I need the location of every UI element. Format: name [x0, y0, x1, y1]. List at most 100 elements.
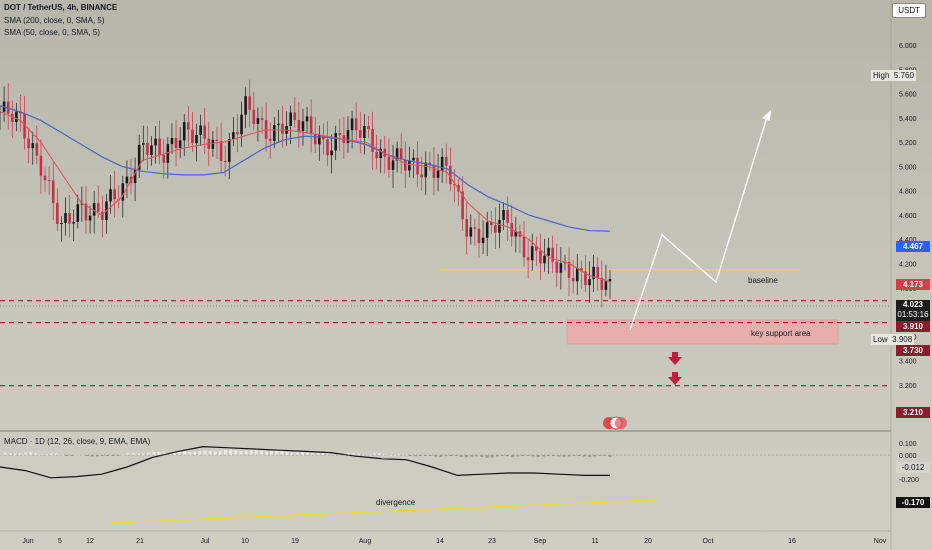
- candle-body: [330, 150, 333, 156]
- candle-body: [121, 183, 125, 201]
- candle-body: [363, 126, 366, 138]
- candle-body: [240, 114, 243, 135]
- candle-body: [191, 129, 194, 144]
- macd-histogram-bar: [183, 451, 187, 455]
- time-tick: 19: [291, 538, 299, 545]
- macd-histogram-bar: [193, 451, 197, 455]
- macd-histogram-bar: [85, 455, 89, 456]
- macd-histogram-bar: [280, 451, 284, 455]
- projection-path: [629, 113, 769, 331]
- candle-body: [588, 279, 591, 286]
- macd-histogram-bar: [29, 452, 33, 455]
- macd-histogram-bar: [557, 455, 561, 457]
- price-tick: 6.000: [899, 43, 917, 50]
- macd-histogram-bar: [157, 451, 161, 455]
- macd-histogram-bar: [577, 455, 581, 456]
- macd-histogram-bar: [65, 455, 69, 456]
- down-arrow-2: [668, 372, 682, 385]
- macd-histogram-bar: [521, 455, 525, 456]
- candle-body: [199, 125, 202, 135]
- price-tick: 5.600: [899, 92, 917, 99]
- candle-body: [60, 223, 63, 225]
- low-label: Low 3.908: [871, 334, 915, 345]
- candle-body: [412, 157, 415, 161]
- candle-body: [56, 202, 59, 224]
- candle-body: [272, 125, 276, 141]
- macd-histogram-bar: [316, 453, 320, 455]
- candle-body: [551, 247, 554, 262]
- candle-body: [10, 113, 14, 123]
- candle-body: [297, 119, 301, 131]
- macd-histogram-bar: [142, 453, 146, 455]
- candle-body: [502, 210, 505, 220]
- candle-body: [19, 111, 22, 114]
- macd-histogram-bar: [254, 449, 258, 455]
- candle-body: [461, 191, 464, 220]
- time-tick: Sep: [534, 538, 547, 545]
- macd-histogram-bar: [95, 455, 99, 457]
- candle-body: [522, 236, 526, 258]
- candle-body: [436, 170, 440, 178]
- candle-body: [530, 246, 534, 261]
- macd-histogram-bar: [367, 454, 371, 456]
- currency-button[interactable]: USDT: [892, 3, 926, 18]
- candle-body: [43, 175, 47, 181]
- macd-histogram-bar: [357, 453, 361, 455]
- candle-body: [227, 138, 231, 162]
- time-tick: 10: [241, 538, 249, 545]
- candle-body: [15, 111, 18, 123]
- last-price-tag: 4.023 01:53:16: [896, 300, 930, 321]
- macd-histogram-bar: [454, 455, 458, 456]
- macd-legend[interactable]: MACD · 1D (12, 26, close, 9, EMA, EMA): [4, 437, 151, 446]
- macd-histogram-bar: [259, 450, 263, 455]
- us-flag-icon: [603, 416, 627, 430]
- macd-histogram-bar: [572, 455, 576, 456]
- macd-histogram-bar: [408, 455, 412, 456]
- price-tick: 4.200: [899, 262, 917, 269]
- candle-body: [469, 227, 473, 237]
- candle-body: [395, 148, 399, 161]
- macd-histogram-bar: [567, 455, 571, 457]
- macd-histogram-bar: [526, 455, 530, 456]
- sma50-legend[interactable]: SMA (50, close, 0, SMA, 5): [4, 28, 101, 37]
- candle-body: [101, 211, 104, 220]
- candle-body: [408, 160, 411, 171]
- macd-histogram-bar: [3, 452, 7, 455]
- macd-histogram-bar: [131, 453, 135, 455]
- candle-body: [514, 231, 518, 237]
- macd-histogram-bar: [439, 455, 443, 457]
- macd-histogram-bar: [70, 455, 74, 456]
- candle-body: [178, 140, 182, 148]
- macd-histogram-bar: [265, 451, 269, 455]
- candle-body: [203, 125, 206, 139]
- candle-body: [428, 162, 432, 165]
- candle-body: [571, 278, 575, 282]
- candle-body: [170, 137, 174, 145]
- candle-body: [301, 121, 305, 131]
- candle-body: [326, 139, 329, 156]
- candle-body: [559, 263, 563, 273]
- candle-body: [215, 139, 219, 141]
- candle-body: [543, 255, 546, 264]
- macd-histogram-bar: [444, 455, 448, 457]
- macd-tick: -0.200: [899, 477, 919, 484]
- candle-body: [399, 148, 403, 160]
- macd-histogram-bar: [500, 455, 504, 456]
- candle-body: [383, 148, 387, 157]
- candle-body: [293, 112, 297, 120]
- macd-histogram-bar: [552, 455, 556, 456]
- candle-body: [358, 130, 362, 138]
- macd-histogram-bar: [562, 455, 566, 457]
- candle-body: [51, 180, 55, 203]
- candle-body: [309, 116, 313, 135]
- symbol-title[interactable]: DOT / TetherUS, 4h, BINANCE: [4, 3, 118, 12]
- candle-body: [604, 281, 608, 290]
- macd-histogram-bar: [24, 452, 28, 455]
- candle-body: [485, 222, 489, 238]
- candle-body: [150, 145, 153, 155]
- sma200-legend[interactable]: SMA (200, close, 0, SMA, 5): [4, 16, 105, 25]
- macd-histogram-bar: [398, 454, 402, 456]
- macd-histogram: [0, 449, 612, 458]
- baseline-label: baseline: [748, 276, 778, 285]
